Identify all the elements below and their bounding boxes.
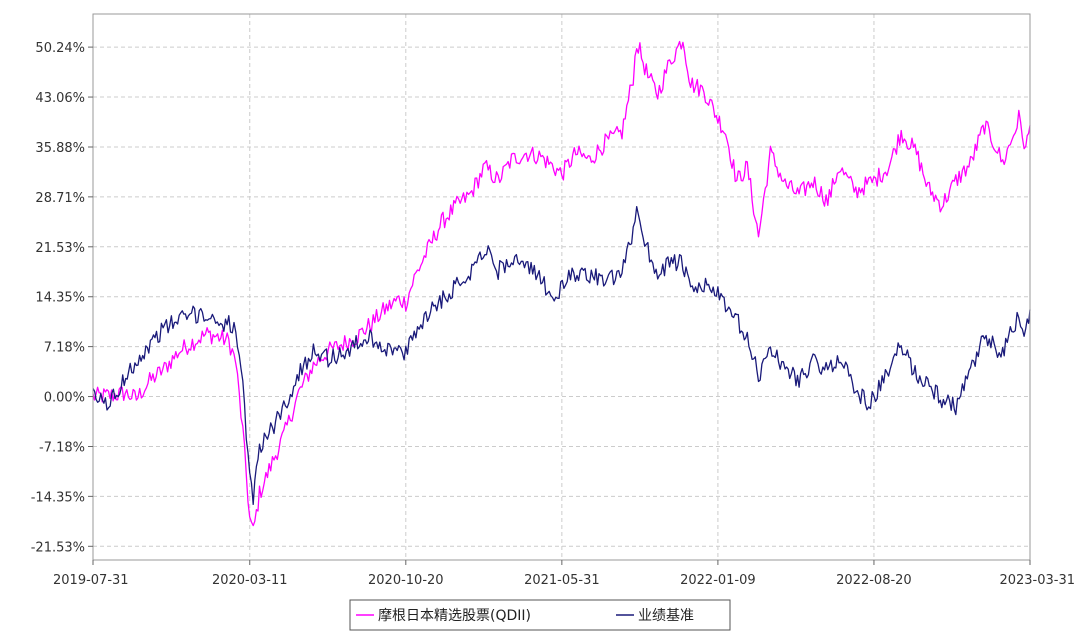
grid-lines bbox=[92, 14, 1031, 560]
y-tick-label: 43.06% bbox=[35, 91, 85, 106]
y-axis: 50.24% 43.06% 35.88% 28.71% 21.53% 14.35% 7.18… bbox=[31, 41, 93, 555]
x-axis: 2019-07-31 2020-03-11 2020-10-20 2021-05-31… bbox=[53, 560, 1075, 588]
legend-label-fund: 摩根日本精选股票(QDII) bbox=[378, 607, 531, 624]
x-tick-label: 2019-07-31 bbox=[53, 573, 129, 588]
x-tick-label: 2021-05-31 bbox=[524, 573, 600, 588]
series-lines bbox=[92, 40, 1031, 527]
y-tick-label: 21.53% bbox=[35, 241, 85, 256]
y-tick-label: 50.24% bbox=[35, 41, 85, 56]
x-tick-label: 2022-01-09 bbox=[680, 573, 756, 588]
x-tick-label: 2020-03-11 bbox=[212, 573, 288, 588]
y-tick-label: 14.35% bbox=[35, 291, 85, 306]
x-tick-label: 2023-03-31 bbox=[999, 573, 1075, 588]
legend-label-benchmark: 业绩基准 bbox=[638, 607, 694, 624]
legend: 摩根日本精选股票(QDII) 业绩基准 bbox=[349, 599, 731, 631]
y-tick-label: -7.18% bbox=[39, 440, 85, 455]
series-line-fund bbox=[92, 40, 1031, 527]
legend-box bbox=[349, 599, 731, 631]
x-tick-label: 2022-08-20 bbox=[836, 573, 912, 588]
series-line-benchmark bbox=[92, 205, 1031, 506]
y-tick-label: 28.71% bbox=[35, 191, 85, 206]
y-tick-label: 35.88% bbox=[35, 141, 85, 156]
x-tick-label: 2020-10-20 bbox=[368, 573, 444, 588]
y-tick-label: 0.00% bbox=[44, 391, 85, 406]
y-tick-label: -21.53% bbox=[31, 540, 85, 555]
y-tick-label: -14.35% bbox=[31, 490, 85, 505]
y-tick-label: 7.18% bbox=[44, 341, 85, 356]
